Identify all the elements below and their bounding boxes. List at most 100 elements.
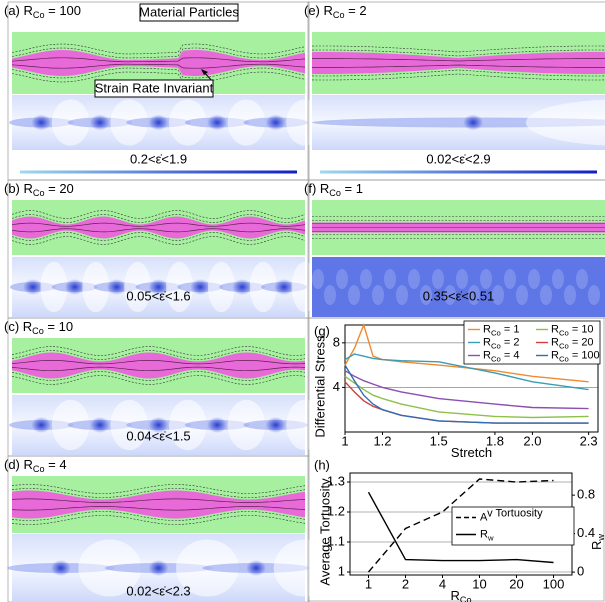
colorbar (320, 171, 597, 174)
y-axis-label: Differential Stress (312, 335, 327, 438)
text-part: (b) R (4, 181, 33, 196)
strain-cell (396, 285, 408, 305)
text-part: Co (33, 10, 45, 20)
x-tick-label: 1 (365, 576, 372, 591)
x-tick-label: 1.2 (373, 433, 391, 448)
text-part: Co (33, 188, 45, 198)
strain-spot (149, 115, 169, 131)
strain-range: 0.05<ε̇<1.6 (126, 288, 190, 303)
strain-spot (107, 279, 127, 295)
strain-cell (312, 269, 324, 289)
text-part: R (483, 349, 491, 361)
y-tick-label: 8 (333, 334, 340, 349)
text-part: R (483, 323, 491, 335)
strain-cell (552, 269, 564, 289)
text-part: = 10 (44, 319, 73, 334)
y-axis-label: Average Tortuosity (317, 478, 332, 586)
legend: Av TortuosityRw (452, 507, 574, 545)
strain-range: 0.02<ε̇<2.9 (426, 151, 490, 166)
text-part: = 100 (569, 349, 600, 361)
strain-cell (348, 285, 360, 305)
strain-spot (31, 417, 51, 433)
panel-title: (f) RCo = 1 (304, 181, 363, 198)
strain-cell (372, 285, 384, 305)
panel-title: (c) RCo = 10 (4, 319, 73, 336)
strain-cell (504, 269, 516, 289)
panel-title: (a) RCo = 100 (4, 3, 81, 20)
text-part: Stretch (451, 445, 492, 460)
text-part: R (551, 349, 559, 361)
panel-title: (e) RCo = 2 (304, 3, 367, 20)
y-tick-label: 4 (333, 379, 340, 394)
strain-spot (190, 279, 210, 295)
text-part: R (589, 541, 604, 550)
x-tick-label: 20 (509, 576, 523, 591)
strain-spot (65, 279, 85, 295)
text-part: = 4 (501, 349, 520, 361)
x-tick-label: 2.3 (580, 433, 598, 448)
text-part: = 10 (569, 323, 594, 335)
text-part: R (551, 323, 559, 335)
text-part: (d) R (4, 457, 33, 472)
y2-tick-label: 0.8 (577, 487, 595, 502)
text-part: w (596, 534, 605, 542)
strain-cell (384, 269, 396, 289)
strain-spot (463, 115, 483, 131)
strain-cell (528, 269, 540, 289)
strain-spot (149, 560, 169, 576)
text-part: Co (32, 326, 44, 336)
strain-cell (564, 285, 576, 305)
text-part: Co (333, 10, 345, 20)
text-part: (c) R (4, 319, 32, 334)
strain-cell (336, 269, 348, 289)
text-part: Co (33, 464, 45, 474)
strain-spot (207, 417, 227, 433)
text-part: Co (491, 342, 501, 351)
strain-spot (266, 417, 286, 433)
x-tick-label: 2.0 (523, 433, 541, 448)
strain-range: 0.35<ε̇<0.51 (423, 288, 495, 303)
weak-layer (12, 353, 305, 379)
text-part: Co (559, 355, 569, 364)
strain-cell (408, 269, 420, 289)
panel-title: (d) RCo = 4 (4, 457, 67, 474)
text-part: Co (491, 329, 501, 338)
text-part: = 1 (341, 181, 363, 196)
x-tick-label: 100 (543, 576, 565, 591)
text-part: = 2 (501, 336, 520, 348)
text-part: Co (559, 329, 569, 338)
strain-cell (540, 285, 552, 305)
strain-cell (456, 269, 468, 289)
text-part: = 100 (45, 3, 82, 18)
figure: (a) RCo = 1000.2<ε̇<1.9(b) RCo = 200.05<… (0, 0, 605, 602)
legend: RCo = 1RCo = 2RCo = 4RCo = 10RCo = 20RCo… (464, 321, 600, 364)
strain-spot (207, 115, 227, 131)
strain-cell (432, 269, 444, 289)
strain-range: 0.02<ε̇<2.3 (126, 583, 190, 598)
x-axis-label: Stretch (451, 445, 492, 460)
text-part: Co (329, 188, 341, 198)
text-part: Co (491, 355, 501, 364)
text-part: = 20 (45, 181, 74, 196)
text-part: R (483, 336, 491, 348)
text-part: R (450, 588, 459, 602)
text-part: = 20 (569, 336, 594, 348)
data-line (345, 376, 589, 417)
text-part: Co (559, 342, 569, 351)
strain-cell (324, 285, 336, 305)
text-part: Co (460, 595, 472, 602)
x-tick-label: 1 (341, 433, 348, 448)
strain-spot (51, 560, 71, 576)
text-part: (f) R (304, 181, 329, 196)
x-tick-label: 10 (472, 576, 486, 591)
text-part: (e) R (304, 3, 333, 18)
y-tick-label: 1 (338, 563, 345, 578)
strain-spot (232, 279, 252, 295)
text-part: (a) R (4, 3, 33, 18)
colorbar (20, 171, 297, 174)
strain-cell (516, 285, 528, 305)
strain-spot (274, 279, 294, 295)
strain-range: 0.2<ε̇<1.9 (130, 151, 187, 166)
x-axis-label: RCo (450, 588, 471, 602)
y2-tick-label: 0 (577, 564, 584, 579)
